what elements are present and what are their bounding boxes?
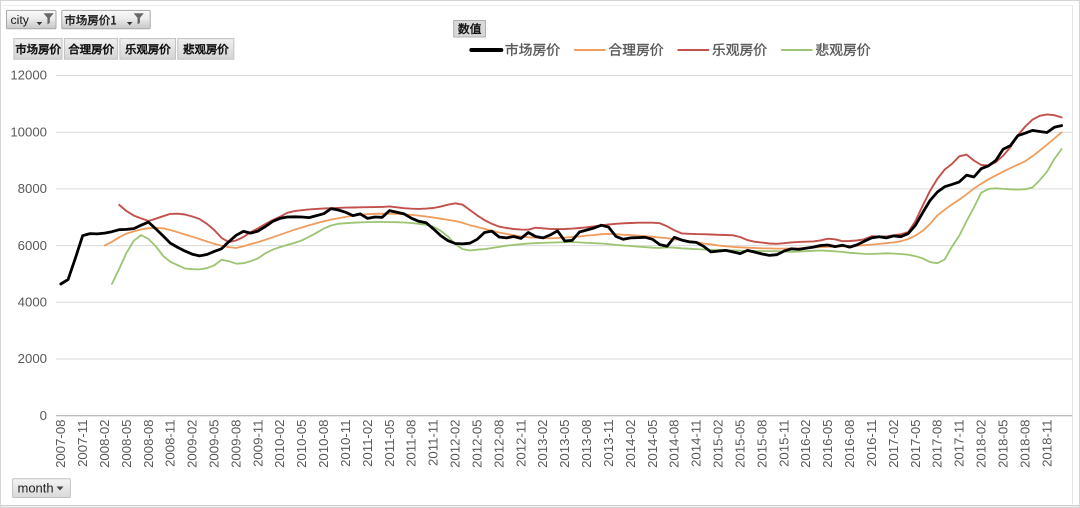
svg-text:12000: 12000	[10, 68, 47, 83]
svg-text:6000: 6000	[18, 238, 47, 253]
svg-text:2016-08: 2016-08	[842, 420, 857, 468]
svg-text:2012-08: 2012-08	[491, 420, 506, 468]
svg-text:2010-08: 2010-08	[316, 420, 331, 468]
svg-text:2016-05: 2016-05	[820, 420, 835, 468]
svg-text:2013-02: 2013-02	[535, 420, 550, 468]
svg-text:2018-05: 2018-05	[995, 420, 1010, 468]
svg-text:2013-11: 2013-11	[601, 420, 616, 467]
svg-text:2014-05: 2014-05	[645, 420, 660, 468]
svg-text:2010-05: 2010-05	[294, 420, 309, 468]
svg-text:2012-02: 2012-02	[448, 420, 463, 468]
svg-text:2018-02: 2018-02	[974, 420, 989, 468]
svg-text:2010-11: 2010-11	[338, 420, 353, 467]
svg-text:2011-05: 2011-05	[382, 420, 397, 467]
svg-text:2012-11: 2012-11	[513, 420, 528, 467]
svg-text:2008-05: 2008-05	[119, 420, 134, 468]
svg-text:2017-05: 2017-05	[908, 420, 923, 468]
svg-text:2016-02: 2016-02	[798, 420, 813, 468]
svg-text:2017-11: 2017-11	[952, 420, 967, 467]
svg-text:2018-08: 2018-08	[1017, 420, 1032, 468]
svg-text:2007-11: 2007-11	[75, 420, 90, 467]
svg-text:10000: 10000	[10, 124, 47, 139]
svg-text:2012-05: 2012-05	[470, 420, 485, 468]
svg-text:2015-08: 2015-08	[754, 420, 769, 468]
svg-text:2015-11: 2015-11	[776, 420, 791, 467]
svg-text:2014-11: 2014-11	[689, 420, 704, 467]
svg-text:2009-05: 2009-05	[207, 420, 222, 468]
svg-text:2011-08: 2011-08	[404, 420, 419, 467]
svg-text:2008-08: 2008-08	[141, 420, 156, 468]
svg-text:2014-08: 2014-08	[667, 420, 682, 468]
svg-text:0: 0	[40, 408, 47, 423]
svg-text:city: city	[11, 13, 30, 27]
svg-text:month: month	[18, 481, 54, 496]
svg-text:2009-11: 2009-11	[250, 420, 265, 467]
svg-text:2014-02: 2014-02	[623, 420, 638, 468]
svg-text:2011-02: 2011-02	[360, 420, 375, 467]
svg-text:2015-02: 2015-02	[711, 420, 726, 468]
svg-text:8000: 8000	[18, 181, 47, 196]
svg-text:2016-11: 2016-11	[864, 420, 879, 467]
svg-text:2015-05: 2015-05	[733, 420, 748, 468]
svg-text:2013-05: 2013-05	[557, 420, 572, 468]
svg-text:2013-08: 2013-08	[579, 420, 594, 468]
svg-text:2008-11: 2008-11	[163, 420, 178, 467]
svg-text:2017-08: 2017-08	[930, 420, 945, 468]
svg-text:2007-08: 2007-08	[53, 420, 68, 468]
svg-text:2000: 2000	[18, 351, 47, 366]
svg-text:2009-02: 2009-02	[185, 420, 200, 468]
svg-text:2011-11: 2011-11	[426, 420, 441, 466]
svg-text:2017-02: 2017-02	[886, 420, 901, 468]
svg-text:2008-02: 2008-02	[97, 420, 112, 468]
svg-text:2010-02: 2010-02	[272, 420, 287, 468]
svg-text:2018-11: 2018-11	[1039, 420, 1054, 467]
svg-text:4000: 4000	[18, 295, 47, 310]
svg-text:2009-08: 2009-08	[228, 420, 243, 468]
